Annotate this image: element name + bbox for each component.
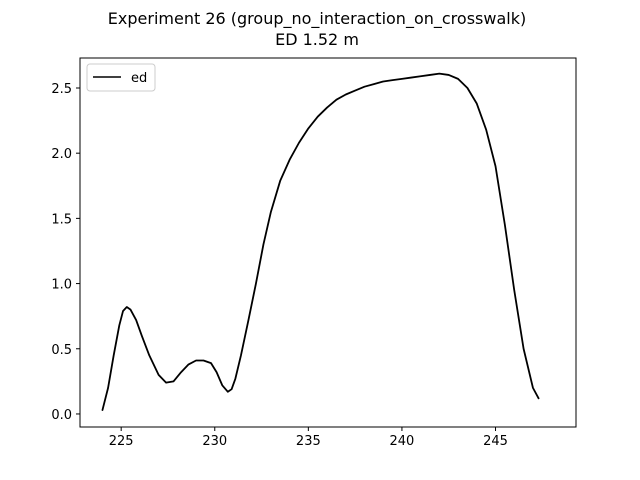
x-tick-label: 235	[296, 434, 321, 449]
plot-area	[101, 72, 540, 411]
x-tick-label: 230	[202, 434, 227, 449]
y-tick-label: 1.0	[51, 278, 72, 293]
x-tick-label: 225	[109, 434, 134, 449]
axes-frame	[79, 57, 577, 428]
legend: ed	[86, 63, 156, 92]
series-line-ed	[101, 72, 540, 411]
y-tick-label: 0.5	[51, 343, 72, 358]
x-tick-label: 240	[390, 434, 415, 449]
legend-label-ed: ed	[131, 71, 147, 86]
chart-subtitle: ED 1.52 m	[275, 30, 359, 49]
x-axis: 225 230 235 240 245	[109, 427, 508, 449]
y-tick-label: 1.5	[51, 212, 72, 227]
x-tick-label: 245	[483, 434, 508, 449]
y-tick-label: 0.0	[51, 408, 72, 423]
chart-title: Experiment 26 (group_no_interaction_on_c…	[108, 9, 526, 29]
y-tick-label: 2.0	[51, 147, 72, 162]
y-axis: 0.0 0.5 1.0 1.5 2.0 2.5	[51, 82, 80, 423]
y-tick-label: 2.5	[51, 82, 72, 97]
